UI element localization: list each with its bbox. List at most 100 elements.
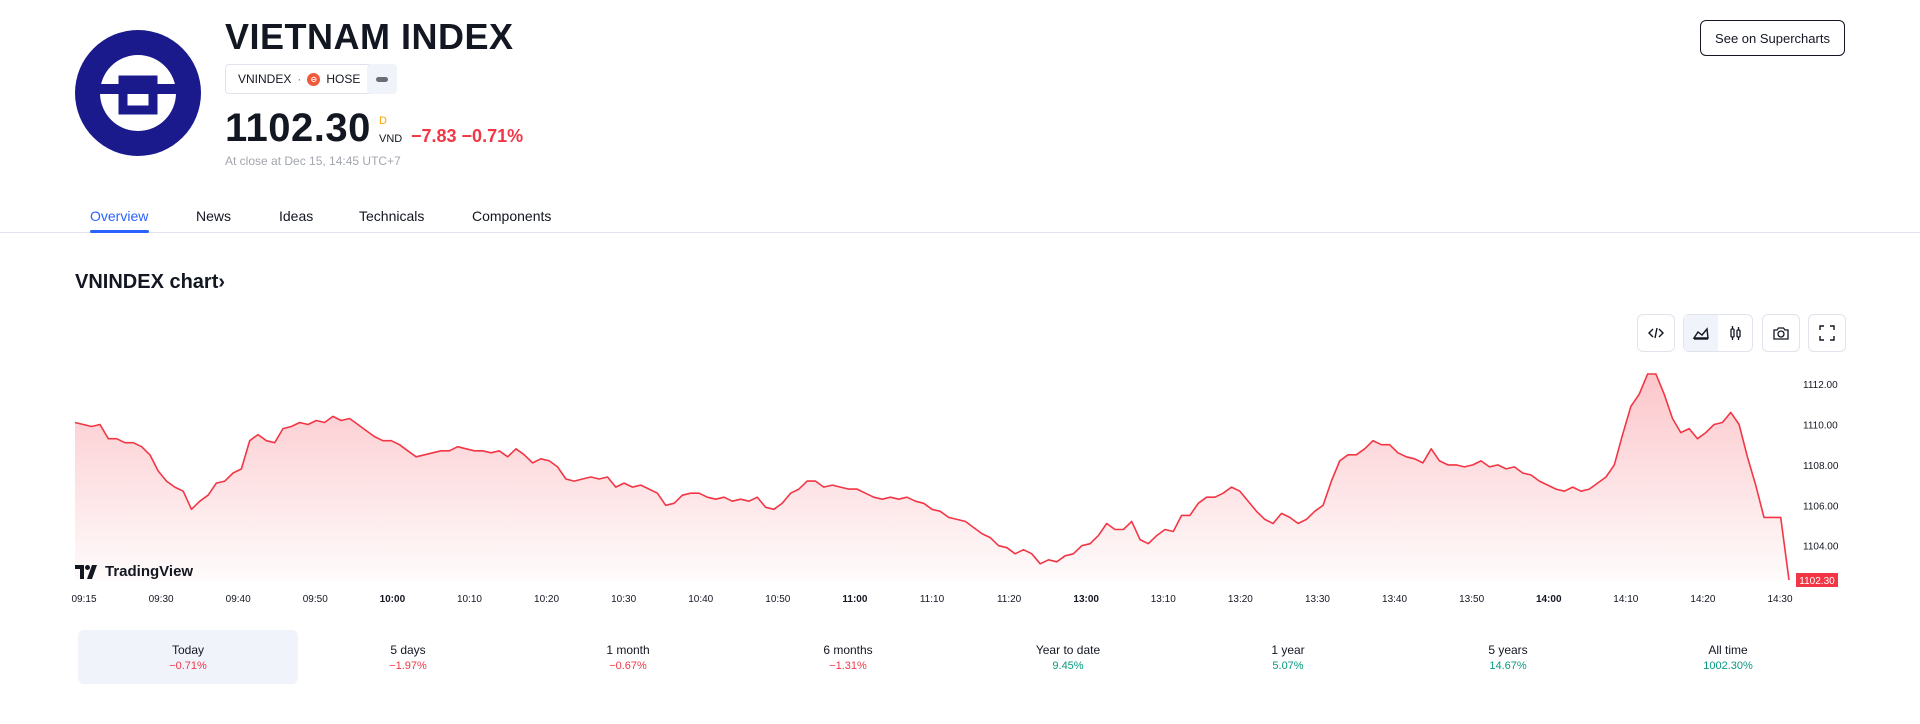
x-tick-label: 13:20 bbox=[1228, 594, 1253, 605]
tradingview-text: TradingView bbox=[105, 563, 194, 580]
x-tick-label: 13:00 bbox=[1073, 594, 1099, 605]
period-label: 5 days bbox=[390, 642, 426, 657]
fullscreen-icon bbox=[1819, 325, 1835, 341]
x-tick-label: 13:50 bbox=[1459, 594, 1484, 605]
y-axis: 1112.00 1110.00 1108.00 1106.00 1104.00 bbox=[1803, 380, 1839, 553]
period-value: −0.71% bbox=[169, 659, 207, 672]
x-tick-label: 13:10 bbox=[1151, 594, 1176, 605]
tab-overview[interactable]: Overview bbox=[90, 208, 149, 224]
camera-icon bbox=[1773, 327, 1789, 340]
symbol-name: VNINDEX bbox=[238, 72, 292, 86]
active-tab-indicator bbox=[90, 230, 149, 233]
y-tick-label: 1106.00 bbox=[1803, 501, 1839, 512]
x-tick-label: 10:00 bbox=[380, 594, 406, 605]
x-tick-label: 09:50 bbox=[303, 594, 328, 605]
tradingview-logo-icon bbox=[75, 564, 97, 579]
period-value: −0.67% bbox=[609, 659, 647, 672]
y-tick-label: 1112.00 bbox=[1803, 380, 1838, 391]
x-tick-label: 11:00 bbox=[842, 594, 867, 605]
currency: VND bbox=[379, 133, 403, 145]
period-5-years[interactable]: 5 years 14.67% bbox=[1398, 630, 1618, 684]
embed-icon bbox=[1648, 327, 1664, 339]
y-tick-label: 1110.00 bbox=[1803, 421, 1838, 432]
x-tick-label: 10:20 bbox=[534, 594, 559, 605]
separator-dot: · bbox=[297, 72, 302, 86]
x-tick-label: 14:20 bbox=[1690, 594, 1715, 605]
period-1-year[interactable]: 1 year 5.07% bbox=[1178, 630, 1398, 684]
x-tick-label: 10:40 bbox=[688, 594, 713, 605]
hose-logo-icon bbox=[95, 55, 181, 131]
price-chart[interactable]: 1112.00 1110.00 1108.00 1106.00 1104.00 09:1… bbox=[0, 360, 1920, 610]
candles-icon bbox=[1730, 326, 1741, 340]
period-value: 9.45% bbox=[1052, 659, 1084, 672]
tab-components[interactable]: Components bbox=[472, 208, 552, 224]
y-tick-label: 1104.00 bbox=[1803, 542, 1839, 553]
period-1-month[interactable]: 1 month −0.67% bbox=[518, 630, 738, 684]
last-price: 1102.30 bbox=[225, 106, 371, 150]
fullscreen-tool-group bbox=[1808, 314, 1846, 352]
x-tick-label: 14:00 bbox=[1536, 594, 1562, 605]
more-icon bbox=[376, 76, 388, 82]
x-tick-label: 11:20 bbox=[997, 594, 1022, 605]
exchange-icon: ⊖ bbox=[307, 72, 321, 86]
chart-price-line bbox=[74, 373, 1790, 581]
x-tick-label: 13:40 bbox=[1382, 594, 1407, 605]
area-chart-icon bbox=[1692, 327, 1709, 340]
embed-tool-group bbox=[1637, 314, 1675, 352]
snapshot-tool-group bbox=[1762, 314, 1800, 352]
more-button[interactable] bbox=[367, 64, 397, 94]
snapshot-button[interactable] bbox=[1763, 315, 1799, 351]
period-today[interactable]: Today −0.71% bbox=[78, 630, 298, 684]
period-label: All time bbox=[1708, 642, 1748, 657]
price-change: −7.83 −0.71% bbox=[411, 126, 524, 146]
period-value: 5.07% bbox=[1272, 659, 1304, 672]
fullscreen-button[interactable] bbox=[1809, 315, 1845, 351]
see-on-supercharts-button[interactable]: See on Supercharts bbox=[1700, 20, 1845, 56]
last-price-marker: 1102.30 bbox=[1796, 573, 1838, 587]
tab-ideas[interactable]: Ideas bbox=[279, 208, 314, 224]
x-tick-label: 09:15 bbox=[71, 594, 96, 605]
index-logo bbox=[75, 30, 201, 156]
period-label: 1 month bbox=[606, 642, 650, 657]
candles-button[interactable] bbox=[1718, 315, 1752, 351]
period-value: −1.31% bbox=[829, 659, 867, 672]
x-tick-label: 11:10 bbox=[920, 594, 945, 605]
x-tick-label: 10:30 bbox=[611, 594, 636, 605]
x-tick-label: 09:30 bbox=[149, 594, 174, 605]
period-value: 1002.30% bbox=[1703, 659, 1753, 672]
x-tick-label: 13:30 bbox=[1305, 594, 1330, 605]
period-label: 6 months bbox=[823, 642, 873, 657]
period-6-months[interactable]: 6 months −1.31% bbox=[738, 630, 958, 684]
embed-button[interactable] bbox=[1638, 315, 1674, 351]
area-chart-button[interactable] bbox=[1684, 315, 1718, 351]
period-label: 1 year bbox=[1271, 642, 1305, 657]
period-year-to-date[interactable]: Year to date 9.45% bbox=[958, 630, 1178, 684]
period-label: Today bbox=[171, 642, 205, 657]
chart-style-group bbox=[1683, 314, 1753, 352]
chart-canvas: 1112.00 1110.00 1108.00 1106.00 1104.00 09:1… bbox=[71, 373, 1839, 605]
tab-news[interactable]: News bbox=[196, 208, 232, 224]
exchange-name: HOSE bbox=[326, 72, 361, 86]
period-all-time[interactable]: All time 1002.30% bbox=[1618, 630, 1838, 684]
close-info: At close at Dec 15, 14:45 UTC+7 bbox=[225, 154, 401, 168]
period-5-days[interactable]: 5 days −1.97% bbox=[298, 630, 518, 684]
period-label: 5 years bbox=[1488, 642, 1528, 657]
x-tick-label: 10:50 bbox=[765, 594, 790, 605]
y-tick-label: 1108.00 bbox=[1803, 461, 1839, 472]
symbol-chip[interactable]: VNINDEX · ⊖ HOSE bbox=[225, 64, 374, 94]
tab-technicals[interactable]: Technicals bbox=[359, 208, 425, 224]
page-title: VIETNAM INDEX bbox=[225, 16, 514, 57]
last-price-badge bbox=[1796, 573, 1838, 587]
performance-periods: Today −0.71% 5 days −1.97% 1 month −0.67… bbox=[78, 630, 1838, 684]
x-tick-label: 14:30 bbox=[1767, 594, 1792, 605]
chart-title-link[interactable]: VNINDEX chart› bbox=[75, 271, 226, 293]
price-flag: D bbox=[379, 115, 387, 127]
tab-bar: Overview News Ideas Technicals Component… bbox=[0, 200, 1920, 233]
period-value: −1.97% bbox=[389, 659, 427, 672]
chart-area-fill bbox=[75, 374, 1789, 580]
x-tick-label: 10:10 bbox=[457, 594, 482, 605]
tradingview-watermark: TradingView bbox=[75, 563, 193, 580]
x-tick-label: 14:10 bbox=[1613, 594, 1638, 605]
period-value: 14.67% bbox=[1489, 659, 1527, 672]
x-tick-label: 09:40 bbox=[226, 594, 251, 605]
